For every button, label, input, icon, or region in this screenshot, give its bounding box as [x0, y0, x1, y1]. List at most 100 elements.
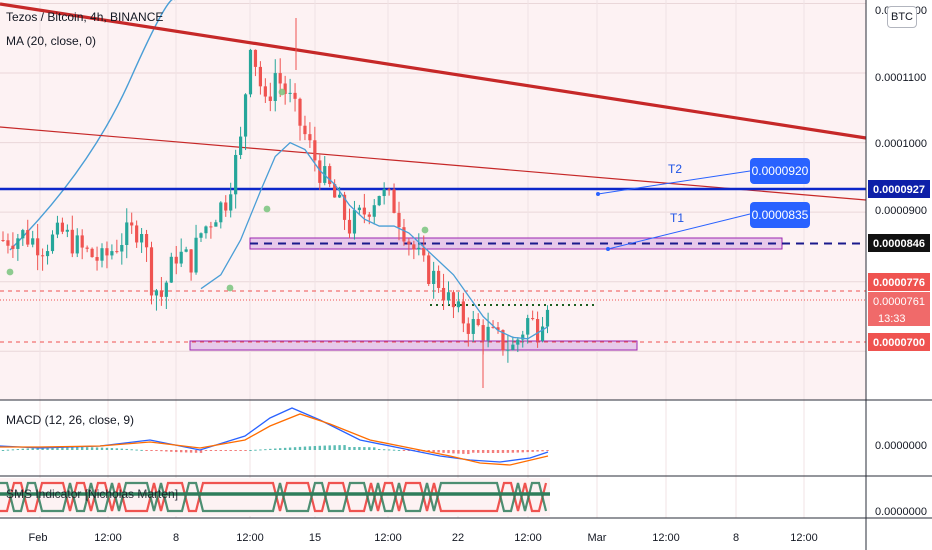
- candle-body: [328, 166, 332, 185]
- candle-body: [417, 247, 421, 250]
- macd-histogram-bar: [521, 450, 524, 453]
- macd-histogram-bar: [546, 450, 549, 452]
- candle-body: [224, 202, 228, 211]
- candle-body: [1, 240, 5, 241]
- candle-body: [209, 226, 213, 228]
- candle-body: [75, 235, 79, 254]
- candle-body: [189, 249, 193, 273]
- candle-body: [100, 248, 104, 261]
- macd-histogram-bar: [254, 449, 257, 451]
- macd-histogram-bar: [150, 450, 153, 451]
- candle-body: [357, 207, 361, 211]
- macd-histogram-bar: [387, 449, 391, 451]
- macd-histogram-bar: [155, 450, 158, 451]
- macd-histogram-bar: [516, 450, 519, 453]
- time-tick-label: Mar: [588, 532, 607, 544]
- candle-body: [392, 189, 396, 213]
- macd-histogram-bar: [501, 450, 505, 453]
- candle-body: [41, 255, 45, 257]
- macd-histogram-bar: [259, 449, 262, 451]
- candle-body: [476, 319, 480, 326]
- candle-body: [308, 134, 312, 141]
- candle-body: [318, 160, 322, 183]
- macd-histogram-bar: [481, 450, 485, 453]
- candle-body: [60, 222, 64, 232]
- macd-histogram-bar: [343, 445, 346, 450]
- macd-histogram-bar: [382, 449, 386, 451]
- sms-red-line: [0, 481, 548, 513]
- candle-body: [491, 326, 495, 328]
- macd-histogram-bar: [180, 450, 183, 453]
- macd-histogram-bar: [531, 450, 534, 452]
- sms-green-line: [0, 481, 548, 513]
- time-tick-label: 8: [173, 532, 179, 544]
- macd-histogram-bar: [6, 449, 10, 451]
- candle-body: [194, 237, 198, 273]
- candle-body: [169, 256, 173, 283]
- candle-body: [50, 234, 55, 252]
- candle-body: [243, 94, 248, 137]
- candle-body: [26, 230, 30, 245]
- macd-histogram-bar: [407, 450, 411, 451]
- candle-body: [140, 234, 144, 243]
- sms-tick-label: 0.0000000: [875, 506, 927, 518]
- macd-tick-label: 0.0000000: [875, 440, 927, 452]
- candle-body: [120, 244, 124, 252]
- candle-body: [486, 326, 490, 341]
- candle-body: [540, 326, 545, 341]
- last-price-label: 0.0000776: [873, 277, 925, 289]
- macd-histogram-bar: [338, 445, 341, 450]
- time-tick-label: Feb: [29, 532, 48, 544]
- candle-body: [506, 349, 510, 351]
- macd-histogram-bar: [71, 447, 74, 450]
- macd-histogram-bar: [56, 447, 59, 450]
- candle-body: [407, 241, 411, 245]
- level-700-label-bg: [868, 333, 930, 351]
- candle-body: [229, 194, 233, 211]
- candle-body: [11, 245, 15, 249]
- macd-indicator-legend[interactable]: MACD (12, 26, close, 9): [6, 413, 135, 427]
- macd-histogram-bar: [110, 448, 114, 450]
- ma-line: [200, 141, 548, 340]
- signal-dot: [226, 284, 234, 292]
- macd-histogram-bar: [348, 447, 351, 450]
- macd-histogram-bar: [264, 449, 267, 451]
- ma-indicator-legend[interactable]: MA (20, close, 0): [6, 34, 97, 48]
- macd-histogram-bar: [437, 450, 440, 453]
- ma-label-bg: [868, 292, 930, 326]
- sms-indicator-legend[interactable]: SMS Indicator [Nicholas Marten]: [6, 487, 179, 501]
- last-price-label-bg: [868, 273, 930, 291]
- macd-histogram-bar: [402, 450, 406, 451]
- macd-histogram-bar: [313, 446, 317, 450]
- candle-body: [105, 248, 109, 256]
- macd-histogram-bar: [328, 445, 331, 450]
- candle-body: [21, 230, 25, 239]
- macd-histogram-bar: [496, 450, 500, 453]
- level-700-label: 0.0000700: [873, 337, 925, 349]
- candle-body: [219, 202, 223, 223]
- candle-body: [144, 234, 149, 248]
- candle-body: [451, 292, 456, 308]
- signal-dot: [421, 226, 429, 234]
- macd-histogram-bar: [308, 446, 312, 450]
- candle-body: [372, 205, 376, 217]
- symbol-title: Tezos / Bitcoin, 4h, BINANCE: [6, 10, 164, 24]
- candle-body: [45, 251, 50, 257]
- time-tick-label: 15: [309, 532, 321, 544]
- candle-body: [174, 256, 178, 264]
- macd-histogram-bar: [26, 448, 29, 450]
- macd-histogram-bar: [368, 447, 371, 450]
- candle-body: [313, 140, 317, 161]
- macd-line: [0, 407, 549, 463]
- macd-histogram-bar: [145, 450, 148, 451]
- macd-histogram-bar: [209, 450, 213, 451]
- macd-histogram-bar: [1, 450, 5, 451]
- currency-badge[interactable]: BTC: [887, 6, 917, 28]
- candle-body: [110, 251, 114, 256]
- macd-histogram-bar: [16, 449, 20, 451]
- macd-histogram-bar: [353, 447, 356, 450]
- macd-histogram-bar: [165, 450, 168, 452]
- candle-body: [239, 136, 243, 155]
